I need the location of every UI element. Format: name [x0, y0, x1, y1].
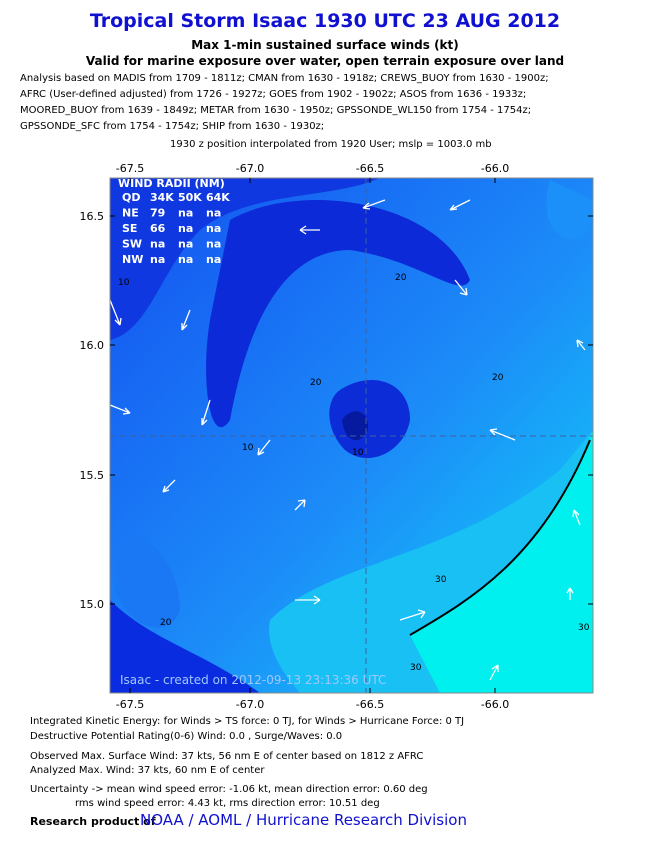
wind-radii-cell: 66 [150, 222, 166, 235]
wind-radii-cell: na [206, 207, 221, 220]
lat-tick-label: 16.0 [80, 339, 105, 352]
analysis-line: Analysis based on MADIS from 1709 - 1811… [20, 73, 549, 84]
position-note: 1930 z position interpolated from 1920 U… [170, 139, 492, 150]
lat-tick-label: 15.0 [80, 598, 105, 611]
lat-tick-label: 16.5 [80, 210, 105, 223]
lon-tick-label: -66.0 [481, 162, 509, 175]
wind-field [110, 178, 593, 693]
lon-tick-label: -67.0 [236, 698, 264, 711]
footer-line: Uncertainty -> mean wind speed error: -1… [30, 784, 428, 795]
wind-radii-cell: SE [122, 222, 137, 235]
contour-label: 20 [160, 618, 172, 628]
wind-radii-cell: na [178, 238, 193, 251]
subtitle: Valid for marine exposure over water, op… [85, 54, 565, 68]
footer-line: rms wind speed error: 4.43 kt, rms direc… [75, 798, 380, 809]
wind-radii-cell: na [178, 222, 193, 235]
wind-radii-cell: na [206, 253, 221, 266]
lon-tick-label: -67.5 [116, 162, 144, 175]
contour-label: 30 [435, 575, 447, 585]
analysis-line: GPSSONDE_SFC from 1754 - 1754z; SHIP fro… [20, 121, 325, 132]
contour-label: 30 [410, 663, 422, 673]
footer-line: Observed Max. Surface Wind: 37 kts, 56 n… [30, 751, 424, 762]
wind-radii-cell: 34K [150, 191, 174, 204]
analysis-line: AFRC (User-defined adjusted) from 1726 -… [20, 89, 527, 100]
footer-line: Integrated Kinetic Energy: for Winds > T… [30, 716, 465, 727]
wind-radii-cell: 79 [150, 207, 165, 220]
watermark: Isaac - created on 2012-09-13 23:13:36 U… [120, 673, 386, 687]
title: Tropical Storm Isaac 1930 UTC 23 AUG 201… [89, 10, 561, 32]
lon-tick-label: -66.5 [356, 162, 384, 175]
lon-tick-label: -67.0 [236, 162, 264, 175]
wind-radii-cell: na [206, 222, 221, 235]
analysis-line: MOORED_BUOY from 1639 - 1849z; METAR fro… [20, 105, 532, 116]
wind-radii-cell: na [178, 253, 193, 266]
subtitle: Max 1-min sustained surface winds (kt) [191, 38, 459, 52]
credit-link[interactable]: NOAA / AOML / Hurricane Research Divisio… [140, 811, 467, 829]
lon-tick-label: -66.0 [481, 698, 509, 711]
contour-label: 20 [310, 378, 322, 388]
footer-line: Analyzed Max. Wind: 37 kts, 60 nm E of c… [30, 765, 265, 776]
contour-label: 10 [352, 448, 364, 458]
lon-tick-label: -66.5 [356, 698, 384, 711]
wind-radii-cell: SW [122, 238, 142, 251]
credit-label: Research product of [30, 815, 156, 828]
contour-label: 10 [242, 443, 254, 453]
contour-label: 20 [395, 273, 407, 283]
wind-radii-cell: na [150, 253, 165, 266]
contour-label: 20 [492, 373, 504, 383]
wind-radii-cell: 64K [206, 191, 230, 204]
wind-radii-cell: NW [122, 253, 143, 266]
lon-tick-label: -67.5 [116, 698, 144, 711]
wind-radii-title: WIND RADII (NM) [118, 177, 225, 190]
wind-radii-cell: na [206, 238, 221, 251]
lat-tick-label: 15.5 [80, 469, 105, 482]
map: -67.5 -67.5 -67.0 -67.0 -66.5 -66.5 -66.0 -66.0… [80, 162, 594, 711]
wind-radii-cell: NE [122, 207, 139, 220]
wind-radii-cell: na [150, 238, 165, 251]
wind-radii-cell: 50K [178, 191, 202, 204]
contour-label: 10 [118, 278, 130, 288]
wind-radii-cell: QD [122, 191, 140, 204]
wind-radii-cell: na [178, 207, 193, 220]
contour-label: 30 [578, 623, 590, 633]
footer-line: Destructive Potential Rating(0-6) Wind: … [30, 731, 343, 742]
